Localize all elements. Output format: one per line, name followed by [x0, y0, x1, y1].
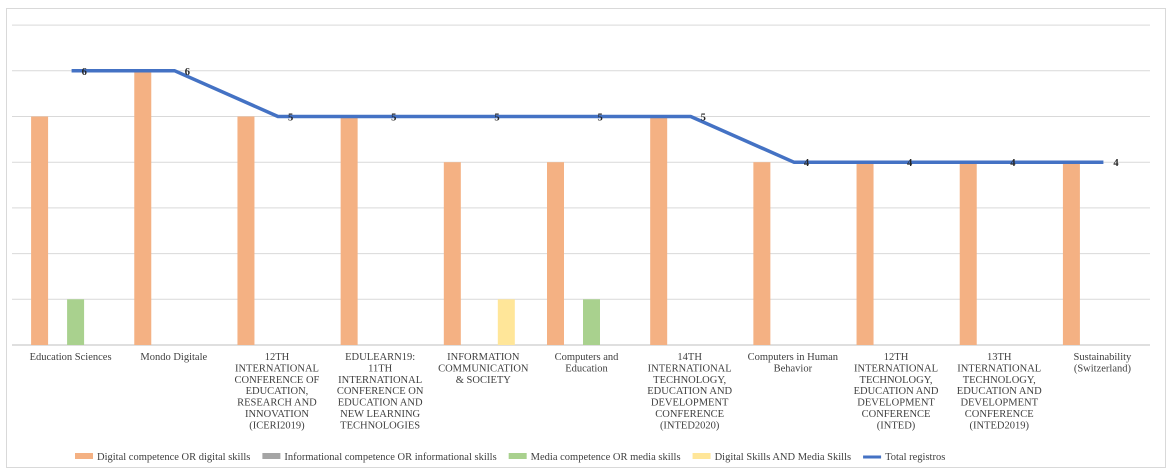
bar [856, 162, 874, 345]
bar [237, 116, 255, 345]
x-tick-label: Computers in Human Behavior [748, 352, 839, 374]
legend-item: Informational competence OR informationa… [262, 452, 497, 463]
data-label: 5 [391, 113, 396, 124]
bars [31, 70, 1080, 346]
data-label: 5 [288, 113, 293, 124]
legend-label: Media competence OR media skills [531, 452, 681, 463]
bar [134, 70, 152, 346]
data-label: 4 [1113, 158, 1119, 169]
bar [67, 299, 85, 345]
chart-frame [6, 8, 1166, 468]
legend-label: Informational competence OR informationa… [284, 452, 496, 463]
bar [753, 162, 771, 345]
legend-swatch [508, 453, 527, 459]
data-label: 6 [185, 67, 190, 78]
data-label: 5 [701, 113, 706, 124]
legend: Digital competence OR digital skills Info… [75, 452, 945, 463]
x-tick-label: Education Sciences [30, 352, 112, 363]
legend-swatch [692, 453, 711, 459]
x-tick-label: 12TH INTERNATIONAL TECHNOLOGY, EDUCATION AN… [854, 352, 939, 431]
bar [583, 299, 600, 345]
data-label: 4 [804, 158, 810, 169]
data-label: 4 [907, 158, 913, 169]
bar [31, 116, 49, 345]
x-tick-label: 13TH INTERNATIONAL TECHNOLOGY, EDUCATION AN… [957, 352, 1042, 431]
data-label: 5 [598, 113, 603, 124]
bar [959, 162, 977, 345]
legend-label: Digital competence OR digital skills [97, 452, 250, 463]
x-tick-label: 12TH INTERNATIONAL CONFERENCE OF EDUCATION,… [235, 352, 320, 431]
legend-swatch [75, 453, 93, 459]
legend-label: Total registros [885, 452, 945, 463]
x-tick-label: Computers and Education [555, 352, 620, 374]
data-label: 6 [82, 67, 87, 78]
bar [340, 116, 358, 345]
data-label: 4 [1010, 158, 1016, 169]
line-series [71, 69, 1104, 164]
x-tick-label: 14TH INTERNATIONAL TECHNOLOGY, EDUCATION AN… [647, 352, 732, 431]
legend-swatch [262, 453, 281, 459]
total-registros-line [71, 69, 1104, 164]
legend-item: Digital Skills AND Media Skills [692, 452, 852, 463]
bar [443, 162, 461, 345]
legend-item: Media competence OR media skills [508, 452, 681, 463]
legend-label: Digital Skills AND Media Skills [715, 452, 852, 463]
bar [547, 162, 564, 345]
x-tick-label: INFORMATION COMMUNICATION & SOCIETY [438, 352, 529, 386]
x-tick-label: EDULEARN19: 11TH INTERNATIONAL CONFERENCE O… [337, 352, 424, 431]
x-tick-label: Sustainability (Switzerland) [1074, 352, 1133, 374]
data-label: 5 [494, 113, 499, 124]
legend-item: Digital competence OR digital skills [75, 452, 250, 463]
bar [497, 299, 515, 345]
bar [650, 116, 668, 345]
data-labels: 6 6 5 5 5 5 5 4 4 4 4 [82, 67, 1120, 169]
bar [1062, 162, 1080, 345]
x-tick-label: Mondo Digitale [140, 352, 207, 363]
legend-item: Total registros [863, 452, 945, 463]
x-axis-labels: Education Sciences Mondo Digitale 12TH INTE… [30, 352, 1132, 431]
